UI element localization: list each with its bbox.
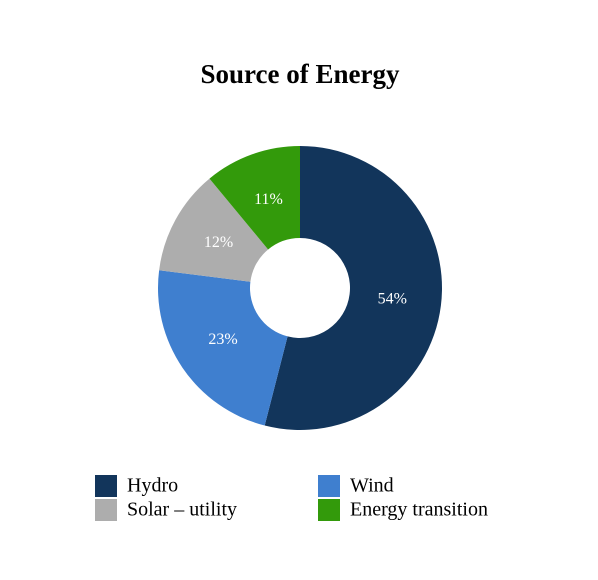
legend-swatch — [95, 475, 117, 497]
donut-slice — [159, 178, 269, 282]
legend-label: Solar – utility — [127, 499, 237, 521]
legend-swatch — [318, 499, 340, 521]
donut-slice — [264, 146, 442, 430]
data-label: 11% — [254, 191, 283, 208]
data-label: 23% — [208, 331, 237, 348]
legend-label: Wind — [350, 475, 394, 497]
legend-swatch — [95, 499, 117, 521]
legend-label: Energy transition — [350, 499, 488, 521]
data-label: 12% — [204, 234, 233, 251]
data-label: 54% — [378, 290, 407, 307]
legend-label: Hydro — [127, 475, 178, 497]
donut-slice — [158, 270, 288, 426]
legend-swatch — [318, 475, 340, 497]
chart-title: Source of Energy — [201, 59, 400, 89]
donut-slice — [209, 146, 300, 250]
